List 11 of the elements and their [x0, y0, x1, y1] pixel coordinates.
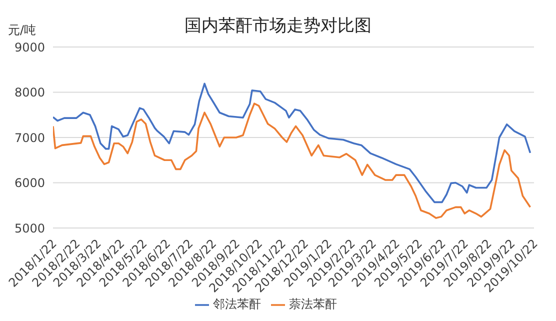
legend-label: 邻法苯酐 — [213, 297, 261, 311]
y-tick-label: 5000 — [14, 221, 45, 236]
line-series — [53, 102, 532, 219]
y-axis-title: 元/吨 — [8, 22, 36, 39]
y-tick-label: 7000 — [14, 130, 45, 145]
y-tick-label: 9000 — [14, 40, 45, 54]
legend-label: 萘法苯酐 — [289, 297, 337, 311]
line-series — [53, 82, 532, 204]
y-tick-label: 6000 — [14, 176, 45, 190]
chart-title: 国内苯酐市场走势对比图 — [184, 16, 372, 36]
y-tick-label: 8000 — [14, 86, 45, 100]
